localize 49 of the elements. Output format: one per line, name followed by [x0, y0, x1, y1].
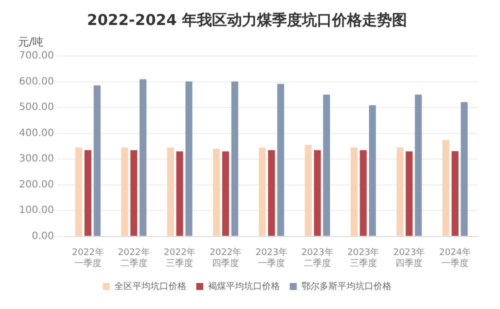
bar	[452, 151, 458, 236]
y-tick-label: 100.00	[18, 205, 54, 216]
bar	[94, 85, 101, 236]
bar	[75, 147, 82, 236]
x-tick-label: 2023年一季度	[256, 247, 288, 269]
legend-label: 鄂尔多斯平均坑口价格	[301, 280, 392, 292]
bar	[304, 144, 312, 236]
bar	[442, 140, 450, 236]
x-tick-label: 2022年四季度	[210, 247, 242, 269]
bar	[140, 79, 146, 236]
bar	[231, 82, 238, 236]
bar	[84, 150, 92, 236]
x-tick-label: 2022年二季度	[118, 247, 150, 269]
x-tick-label: 2022年三季度	[164, 247, 196, 269]
bar	[258, 147, 266, 236]
bar	[414, 94, 422, 236]
bar	[350, 147, 358, 236]
bar	[222, 151, 230, 236]
bar	[460, 102, 468, 236]
bar	[185, 82, 192, 236]
bar	[268, 150, 275, 236]
bar	[406, 151, 413, 236]
bar	[396, 147, 404, 236]
bar	[277, 84, 284, 236]
x-tick-label: 2024年一季度	[439, 247, 472, 269]
bar	[360, 150, 367, 236]
bar	[130, 150, 138, 236]
x-tick-label: 2022年一季度	[72, 247, 104, 269]
bar	[121, 147, 128, 236]
x-tick-label: 2023年三季度	[347, 247, 380, 269]
bar	[369, 105, 376, 236]
legend-label: 褐煤平均坑口价格	[208, 280, 280, 292]
y-tick-label: 700.00	[18, 50, 54, 62]
bar	[176, 151, 184, 236]
x-tick-label: 2023年四季度	[393, 247, 426, 269]
chart-title: 2022-2024 年我区动力煤季度坑口价格走势图	[87, 10, 407, 29]
y-tick-label: 300.00	[18, 154, 54, 165]
legend-label: 全区平均坑口价格	[114, 280, 186, 292]
x-tick-label: 2023年二季度	[301, 247, 334, 269]
bar	[212, 148, 220, 236]
y-tick-label: 600.00	[18, 76, 54, 88]
bar	[167, 147, 174, 236]
y-tick-label: 0.00	[32, 230, 54, 242]
y-tick-label: 200.00	[18, 179, 54, 190]
bar	[323, 94, 330, 236]
y-tick-label: 500.00	[18, 102, 54, 114]
y-tick-label: 400.00	[18, 128, 54, 139]
bar	[314, 150, 321, 236]
y-axis-title: 元/吨	[18, 35, 44, 48]
